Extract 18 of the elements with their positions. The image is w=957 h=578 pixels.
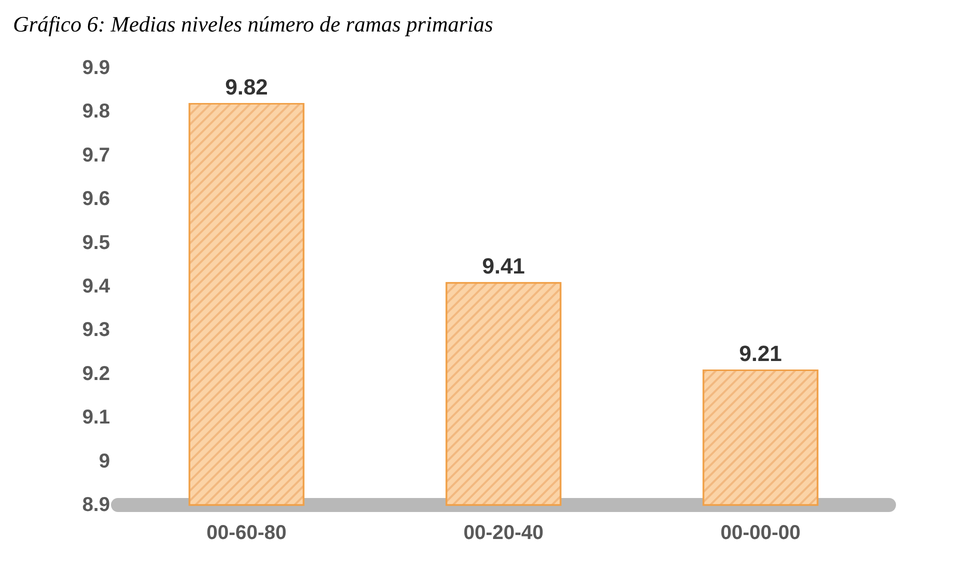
y-tick-label: 9.7	[82, 144, 110, 166]
y-tick-label: 9.3	[82, 319, 110, 342]
y-tick-label: 9.8	[82, 100, 110, 123]
chart-title: Gráfico 6: Medias niveles número de ramas primarias	[13, 12, 494, 36]
data-label: 9.82	[225, 74, 268, 100]
data-label: 9.21	[739, 341, 782, 366]
y-tick-label: 9.6	[82, 188, 110, 210]
x-tick-label: 00-60-80	[206, 522, 287, 544]
y-tick-label: 9.4	[82, 276, 111, 298]
y-tick-label: 9.9	[82, 57, 110, 79]
y-tick-label: 9.5	[82, 232, 110, 254]
y-tick-label: 8.9	[82, 494, 110, 516]
y-tick-label: 9	[98, 450, 110, 472]
y-tick-label: 9.1	[82, 406, 110, 429]
x-tick-label: 00-00-00	[720, 522, 801, 544]
y-tick-label: 9.2	[82, 362, 110, 385]
data-label: 9.41	[482, 254, 525, 279]
x-tick-label: 00-20-40	[463, 522, 544, 544]
